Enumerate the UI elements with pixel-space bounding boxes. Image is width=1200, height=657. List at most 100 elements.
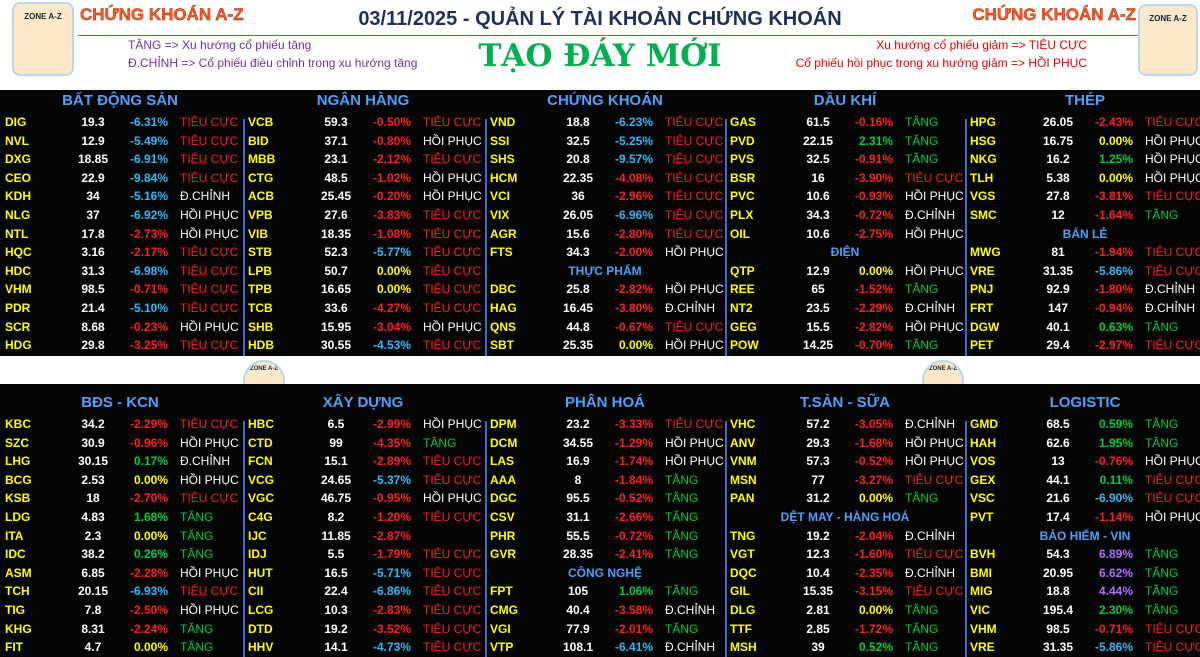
ticker: TIG <box>5 603 25 617</box>
change: -2.00% <box>614 245 653 260</box>
price: 10.6 <box>806 226 830 241</box>
ticker: CTG <box>248 170 274 185</box>
price: 15.5 <box>806 319 830 334</box>
price: 77 <box>811 472 825 487</box>
ticker: VTP <box>490 640 514 655</box>
price: 19.3 <box>81 115 105 129</box>
change: 6.89% <box>1098 547 1133 562</box>
ticker: PET <box>970 338 994 353</box>
price: 8.2 <box>327 510 345 524</box>
legend: TĂNG => Xu hướng cổ phiếu tăng <box>128 38 312 52</box>
price: 31.1 <box>566 510 590 524</box>
change: -1.94% <box>1094 245 1133 260</box>
price: 29.3 <box>806 435 830 450</box>
change: -4.27% <box>372 301 411 315</box>
status: TIÊU CỰC <box>1145 189 1200 204</box>
price: 34.55 <box>562 435 594 450</box>
price: 57.3 <box>806 454 830 469</box>
ticker: PVD <box>730 133 755 148</box>
ticker: DXG <box>5 152 32 167</box>
ticker: GEX <box>970 472 996 487</box>
change: 1.25% <box>1098 152 1133 167</box>
change: 0.11% <box>1099 472 1133 487</box>
status: TIÊU CỰC <box>180 338 239 353</box>
sector-title: THÉP <box>1064 92 1105 109</box>
ticker: QTP <box>730 263 755 278</box>
change: -1.14% <box>1094 510 1133 524</box>
ticker: TNG <box>730 528 756 543</box>
status: TĂNG <box>180 510 214 524</box>
ticker: DQC <box>730 565 757 580</box>
price: 34 <box>86 189 100 204</box>
status: HỒI PHỤC <box>905 263 964 278</box>
change: -1.79% <box>372 547 411 562</box>
status: TĂNG <box>180 547 214 562</box>
price: 11.85 <box>321 528 351 543</box>
column-separator <box>965 421 967 657</box>
sector-title: DẦU KHÍ <box>813 92 877 109</box>
price: 20.15 <box>77 584 109 599</box>
column-separator <box>725 421 727 657</box>
status: HỒI PHỤC <box>180 319 239 334</box>
status: TĂNG <box>1145 208 1179 222</box>
ticker: HQC <box>5 245 32 260</box>
ticker: ASM <box>5 565 32 580</box>
price: 18.35 <box>320 226 352 241</box>
price: 12.3 <box>806 547 830 562</box>
ticker: LPB <box>248 263 272 278</box>
change: -0.72% <box>854 208 893 222</box>
ticker: AAA <box>490 472 516 487</box>
status: TĂNG <box>905 491 939 506</box>
change: -1.74% <box>614 454 653 469</box>
status: TIÊU CỰC <box>1145 640 1200 655</box>
sector-title: ĐIỆN <box>830 245 860 260</box>
status: HỒI PHỤC <box>905 226 964 241</box>
status: HỒI PHỤC <box>423 170 482 185</box>
change: -1.60% <box>854 547 893 562</box>
price: 65 <box>811 282 825 297</box>
sector-title: BẢO HIỂM - VIN <box>1039 528 1131 543</box>
price: 40.4 <box>566 603 590 617</box>
price: 31.2 <box>806 491 830 506</box>
status: HỒI PHỤC <box>180 435 239 450</box>
price: 62.6 <box>1046 435 1070 450</box>
status: HỒI PHỤC <box>423 491 482 506</box>
status: TIÊU CỰC <box>180 301 239 315</box>
price: 12 <box>1051 208 1065 222</box>
price: 12.9 <box>81 133 105 148</box>
status: TIÊU CỰC <box>423 245 482 260</box>
status: TIÊU CỰC <box>423 621 482 636</box>
status: TĂNG <box>423 435 457 450</box>
status: TIÊU CỰC <box>665 152 724 167</box>
price: 25.35 <box>562 338 594 353</box>
ticker: VCB <box>248 115 274 129</box>
price: 19.2 <box>806 528 830 543</box>
ticker: FPT <box>490 584 513 599</box>
status: HỒI PHỤC <box>905 435 964 450</box>
change: -1.02% <box>372 170 411 185</box>
ticker: CTD <box>248 435 273 450</box>
change: -4.08% <box>614 170 653 185</box>
price: 19.2 <box>324 621 348 636</box>
price: 20.8 <box>566 152 590 167</box>
change: -0.67% <box>614 319 653 334</box>
ticker: LCG <box>248 603 274 617</box>
change: 0.00% <box>858 263 893 278</box>
change: -2.66% <box>614 510 653 524</box>
ticker: VGC <box>248 491 275 506</box>
ticker: PHR <box>490 528 516 543</box>
price: 77.9 <box>566 621 590 636</box>
status: Đ.CHỈNH <box>665 640 715 655</box>
logo-text: ZONE A-Z <box>24 12 62 21</box>
change: -5.77% <box>372 245 411 260</box>
status: TIÊU CỰC <box>180 133 239 148</box>
ticker: BVH <box>970 547 996 562</box>
change: 1.95% <box>1098 435 1133 450</box>
brand: CHỨNG KHOÁN A-Z <box>972 5 1136 24</box>
change: 2.30% <box>1098 603 1133 617</box>
price: 21.6 <box>1046 491 1070 506</box>
change: 0.17% <box>133 454 168 469</box>
price: 147 <box>1047 301 1069 315</box>
status: TIÊU CỰC <box>905 170 964 185</box>
status: Đ.CHỈNH <box>905 208 955 222</box>
